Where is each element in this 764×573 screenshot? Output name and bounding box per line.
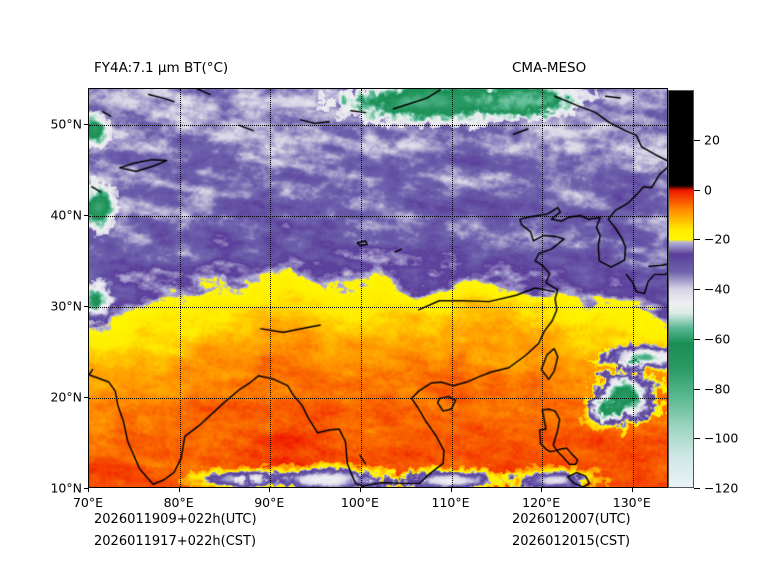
- x-axis-tick: [359, 488, 361, 492]
- colorbar-tick: [694, 438, 700, 440]
- colorbar-tick-label: −40: [704, 281, 731, 297]
- x-axis-tick: [269, 488, 271, 492]
- colorbar-tick: [694, 139, 700, 141]
- footer-observation-time-cst: 2026012015(CST): [512, 534, 631, 549]
- x-axis-tick: [541, 488, 543, 492]
- colorbar: [668, 90, 694, 488]
- chart-title-left: FY4A:7.1 μm BT(°C): [94, 60, 229, 76]
- x-axis-tick-label: 120°E: [522, 495, 561, 510]
- footer-valid-time-cst: 2026011917+022h(CST): [94, 534, 257, 549]
- x-axis-tick: [450, 488, 452, 492]
- colorbar-tick-label: −120: [704, 480, 739, 496]
- x-axis-tick-label: 110°E: [431, 495, 470, 510]
- brightness-temperature-heatmap: [89, 89, 667, 487]
- colorbar-tick: [694, 388, 700, 390]
- x-axis-tick-label: 90°E: [254, 495, 285, 510]
- colorbar-gradient: [669, 91, 693, 487]
- colorbar-tick: [694, 289, 700, 290]
- colorbar-tick-label: 0: [704, 182, 712, 197]
- footer-observation-time-utc: 2026012007(UTC): [512, 512, 631, 527]
- colorbar-tick-label: −20: [704, 231, 731, 247]
- colorbar-tick: [694, 189, 700, 191]
- x-axis-tick-label: 70°E: [72, 495, 104, 510]
- x-axis-tick: [178, 488, 180, 492]
- colorbar-tick: [694, 488, 700, 489]
- y-axis-tick-label: 50°N: [50, 116, 82, 132]
- y-axis-tick-label: 20°N: [50, 389, 82, 405]
- satellite-map-panel: [88, 88, 668, 488]
- x-axis-tick-label: 130°E: [612, 495, 651, 510]
- x-axis-tick: [631, 488, 633, 492]
- y-axis-tick-label: 30°N: [50, 298, 82, 314]
- y-axis-tick: [84, 488, 88, 489]
- chart-title-right: CMA-MESO: [512, 60, 587, 76]
- y-axis-tick: [84, 124, 88, 126]
- colorbar-tick-label: −60: [704, 331, 731, 347]
- colorbar-tick-label: −80: [704, 381, 731, 396]
- x-axis-tick-label: 100°E: [340, 495, 379, 510]
- x-axis-tick: [88, 488, 89, 492]
- colorbar-tick: [694, 338, 700, 340]
- y-axis-tick: [84, 306, 88, 308]
- colorbar-tick-label: −100: [704, 430, 739, 446]
- colorbar-tick-label: 20: [704, 132, 720, 148]
- colorbar-tick: [694, 239, 700, 241]
- y-axis-tick-label: 10°N: [50, 480, 82, 496]
- y-axis-tick: [84, 397, 88, 399]
- y-axis-tick: [84, 215, 88, 217]
- y-axis-tick-label: 40°N: [50, 207, 82, 223]
- x-axis-tick-label: 80°E: [163, 495, 194, 510]
- footer-valid-time-utc: 2026011909+022h(UTC): [94, 512, 257, 527]
